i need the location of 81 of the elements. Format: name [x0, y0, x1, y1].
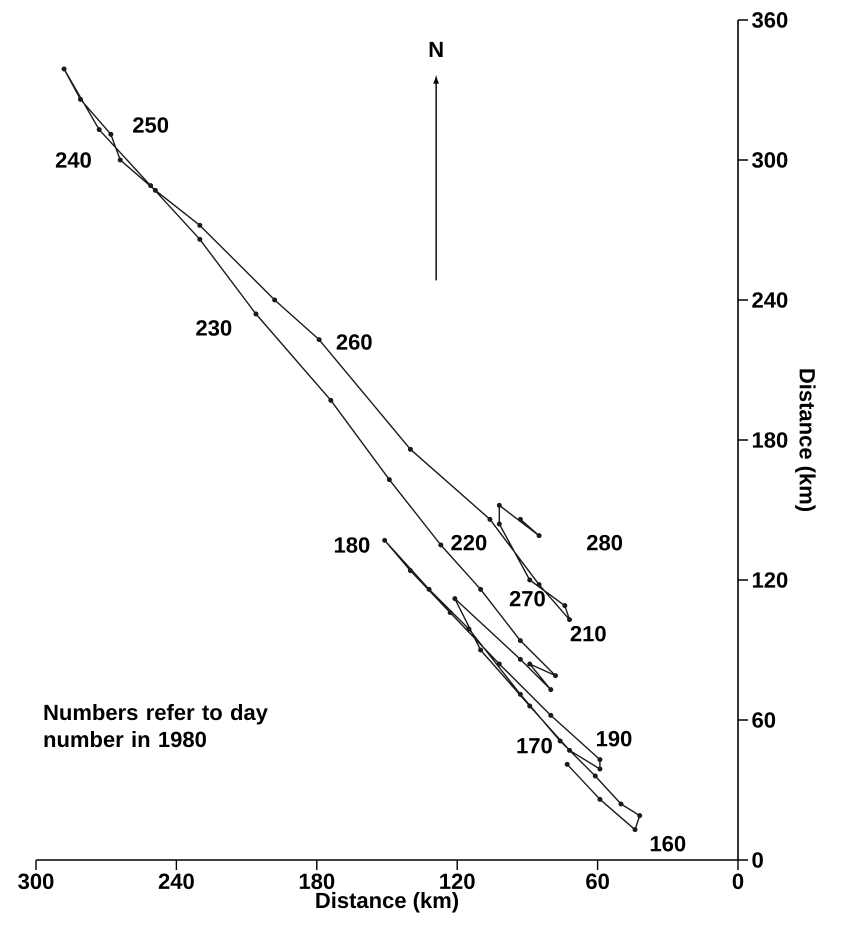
point: [96, 127, 102, 132]
point: [548, 712, 554, 718]
point: [316, 337, 322, 342]
point: [197, 236, 202, 242]
point: [562, 603, 568, 608]
point: [408, 446, 413, 452]
point: [618, 802, 624, 806]
y-tick-label: 240: [752, 292, 788, 308]
point: [328, 398, 334, 403]
annotation: 170: [517, 738, 552, 754]
point: [496, 522, 502, 526]
point: [632, 827, 638, 832]
x-tick-label: 300: [18, 874, 54, 890]
point: [386, 477, 392, 482]
point: [452, 596, 458, 602]
annotation: 270: [510, 590, 545, 606]
point: [438, 542, 444, 548]
point: [527, 661, 532, 666]
point: [536, 533, 542, 538]
x-tick-label: 0: [732, 874, 744, 890]
point: [518, 516, 523, 522]
annotation: 230: [196, 320, 232, 336]
point: [527, 704, 532, 708]
point: [564, 762, 570, 767]
point: [448, 610, 453, 616]
annotation: 210: [570, 626, 606, 642]
point: [518, 656, 523, 662]
point: [558, 738, 563, 744]
point: [592, 774, 598, 778]
annotation: 160: [650, 836, 686, 852]
x-axis-title: Distance (km): [316, 892, 458, 913]
point: [527, 577, 532, 582]
point: [148, 183, 154, 188]
point: [408, 568, 413, 574]
point: [426, 586, 432, 592]
point: [108, 132, 114, 137]
point: [548, 687, 554, 692]
point: [487, 516, 492, 522]
point: [78, 96, 83, 102]
point: [637, 813, 642, 818]
point: [518, 692, 523, 697]
y-axis-title: Distance (km): [795, 369, 816, 511]
x-tick-label: 180: [300, 874, 334, 890]
point: [597, 796, 602, 802]
point: [62, 66, 67, 72]
point: [478, 648, 484, 652]
annotation: Numbers refer to day number in 1980: [44, 704, 268, 748]
annotation: 250: [133, 117, 168, 133]
point: [118, 157, 123, 162]
point: [496, 502, 502, 508]
y-tick-label: 60: [752, 712, 776, 728]
point: [597, 757, 602, 762]
y-tick-label: 300: [752, 152, 788, 168]
point: [552, 673, 558, 678]
annotation: 180: [334, 537, 370, 553]
annotation: 280: [587, 534, 622, 550]
point: [253, 311, 258, 316]
point: [272, 297, 278, 302]
annotation: 190: [597, 730, 632, 746]
x-tick-label: 60: [586, 874, 609, 890]
point: [466, 626, 472, 632]
point: [478, 586, 484, 592]
point: [152, 188, 158, 193]
point: [597, 766, 602, 772]
y-tick-label: 120: [752, 572, 788, 588]
annotation: 240: [56, 152, 91, 168]
point: [567, 617, 572, 622]
annotation: N: [430, 42, 443, 57]
y-tick-label: 180: [752, 432, 788, 448]
x-tick-label: 120: [440, 874, 475, 890]
point: [197, 222, 202, 228]
y-tick-label: 360: [752, 12, 788, 28]
point: [496, 661, 502, 666]
x-tick-label: 240: [158, 874, 194, 890]
annotation: 260: [336, 334, 372, 350]
point: [518, 638, 523, 644]
point: [382, 538, 388, 543]
point: [536, 582, 542, 588]
point: [567, 748, 572, 753]
annotation: 220: [451, 534, 486, 550]
y-tick-label: 0: [752, 852, 763, 868]
